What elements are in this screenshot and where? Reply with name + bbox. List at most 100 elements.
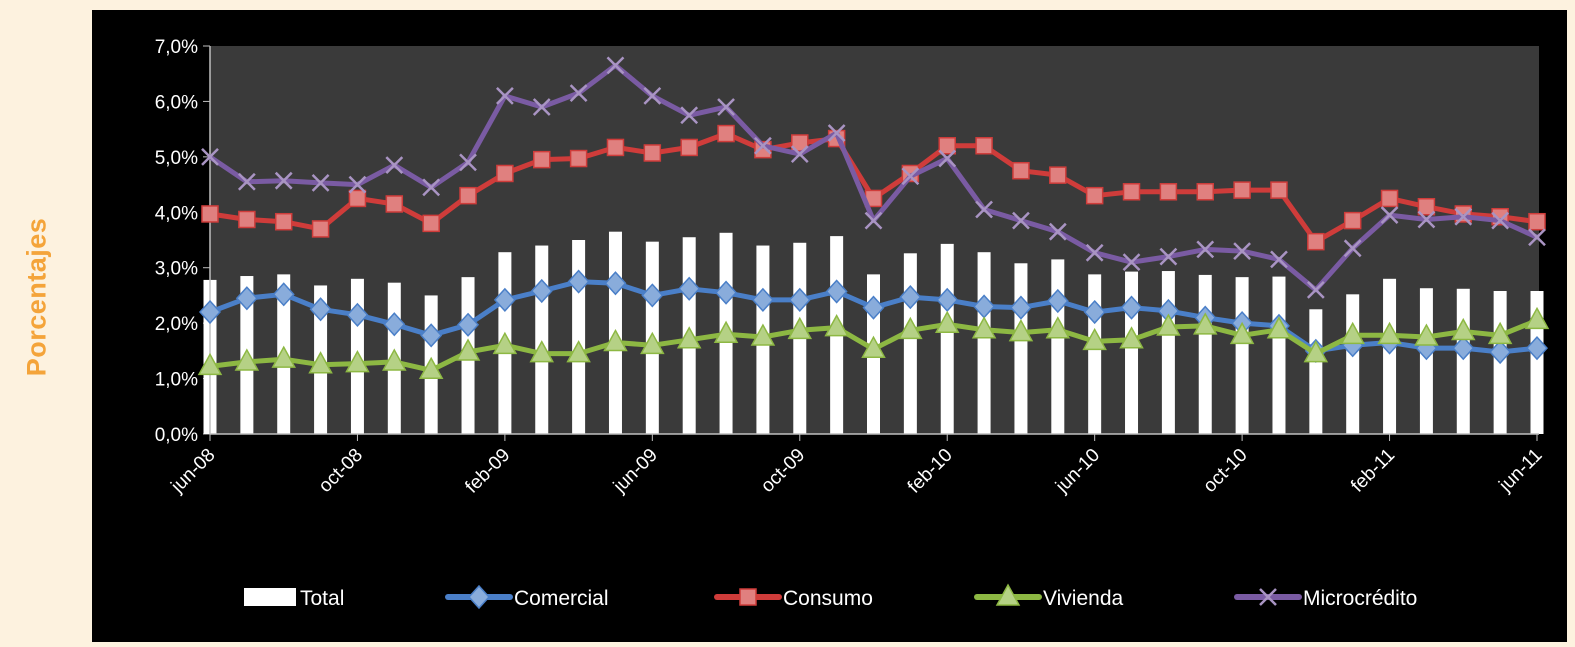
point-vivienda	[418, 356, 444, 380]
point-comercial	[641, 283, 664, 308]
x-tick-label: feb-10	[904, 445, 957, 498]
point-consumo	[1307, 232, 1325, 251]
x-tick-label: oct-08	[315, 445, 367, 497]
point-microcredito	[1196, 240, 1215, 259]
y-axis-title: Porcentajes	[21, 217, 52, 377]
point-microcredito	[422, 178, 441, 197]
legend-marker-microcredito	[1259, 588, 1277, 606]
point-microcredito	[496, 87, 514, 105]
point-consumo	[938, 137, 956, 155]
point-microcredito	[311, 174, 330, 192]
legend-marker-vivienda	[995, 583, 1021, 606]
legend-swatch-total	[244, 588, 296, 606]
point-microcredito	[1048, 222, 1067, 241]
point-comercial	[751, 287, 774, 312]
point-comercial	[1046, 288, 1069, 314]
point-microcredito	[717, 98, 735, 116]
y-tick-label: 1,0%	[155, 370, 198, 391]
point-microcredito	[1270, 250, 1288, 269]
point-vivienda	[750, 323, 776, 346]
point-comercial	[1525, 335, 1549, 361]
y-tick-label: 3,0%	[155, 259, 198, 280]
point-consumo	[643, 144, 662, 162]
point-vivienda	[1156, 313, 1181, 336]
point-consumo	[1343, 211, 1362, 230]
point-comercial	[383, 312, 406, 337]
point-consumo	[1233, 181, 1251, 199]
point-comercial	[457, 312, 480, 337]
point-comercial	[899, 284, 922, 310]
point-consumo	[385, 195, 404, 213]
point-comercial	[235, 286, 258, 311]
point-consumo	[238, 210, 256, 229]
point-consumo	[1159, 183, 1178, 201]
legend-label-microcredito: Microcrédito	[1303, 587, 1417, 610]
point-microcredito	[901, 167, 920, 186]
point-vivienda	[1340, 321, 1365, 345]
combo-chart: 0,0% 1,0% 2,0% 3,0% 4,0% 5,0% 6,0% 7,0% jun-08 oc…	[155, 37, 1550, 610]
bar-total	[1346, 294, 1360, 434]
point-comercial	[1120, 295, 1143, 320]
point-microcredito	[1417, 210, 1436, 229]
x-tick-label: jun-10	[1051, 445, 1104, 498]
point-consumo	[569, 149, 588, 168]
point-microcredito	[1491, 211, 1510, 230]
bar-total	[1235, 277, 1249, 434]
bar-total	[1088, 274, 1102, 434]
legend-label-comercial: Comercial	[514, 587, 609, 610]
point-vivienda	[1487, 321, 1513, 345]
point-vivienda	[1119, 326, 1144, 349]
point-consumo	[680, 138, 698, 157]
point-comercial	[198, 299, 222, 325]
bar-total	[1383, 278, 1397, 434]
point-consumo	[459, 186, 477, 205]
point-consumo	[1122, 183, 1141, 201]
bar-total	[1272, 276, 1286, 434]
point-comercial	[825, 279, 848, 304]
point-vivienda	[566, 340, 591, 363]
point-consumo	[1380, 189, 1399, 208]
point-consumo	[1049, 166, 1067, 184]
point-vivienda	[1266, 316, 1292, 339]
point-microcredito	[1454, 207, 1473, 226]
point-consumo	[1417, 197, 1436, 216]
point-comercial	[420, 323, 443, 348]
point-comercial	[678, 276, 701, 301]
y-tick-label: 6,0%	[155, 92, 198, 113]
point-consumo	[533, 150, 551, 169]
bar-total	[940, 243, 954, 434]
point-microcredito	[1528, 228, 1546, 247]
point-microcredito	[1122, 253, 1141, 272]
point-vivienda	[382, 348, 407, 371]
point-vivienda	[934, 310, 960, 334]
point-comercial	[715, 280, 738, 305]
point-microcredito	[348, 175, 367, 194]
point-microcredito	[864, 211, 883, 230]
point-microcredito	[569, 84, 588, 102]
point-microcredito	[1306, 281, 1325, 299]
y-tick-label: 7,0%	[155, 37, 198, 58]
x-tick-label: oct-09	[757, 445, 809, 497]
bar-total	[1309, 309, 1323, 434]
point-vivienda	[271, 345, 296, 368]
bar-total	[1161, 271, 1175, 434]
point-microcredito	[1159, 247, 1178, 266]
point-vivienda	[861, 335, 886, 358]
point-consumo	[348, 189, 367, 208]
point-consumo	[791, 134, 809, 152]
point-consumo	[1196, 183, 1214, 201]
x-tick-label: jun-11	[1495, 445, 1547, 497]
point-comercial	[309, 297, 332, 322]
point-microcredito	[643, 87, 662, 105]
legend-marker-consumo	[739, 588, 757, 606]
chart-container: 0,0% 1,0% 2,0% 3,0% 4,0% 5,0% 6,0% 7,0% jun-08 oc…	[92, 10, 1567, 642]
bar-total	[535, 245, 549, 434]
point-consumo	[496, 164, 514, 183]
point-vivienda	[455, 338, 481, 361]
point-vivienda	[1303, 340, 1329, 363]
x-tick-label: oct-10	[1199, 445, 1251, 497]
point-vivienda	[1229, 321, 1255, 345]
point-microcredito	[1380, 206, 1399, 224]
point-comercial	[1489, 339, 1512, 365]
point-vivienda	[971, 316, 997, 339]
